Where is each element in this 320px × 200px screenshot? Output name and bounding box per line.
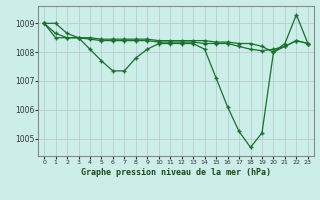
X-axis label: Graphe pression niveau de la mer (hPa): Graphe pression niveau de la mer (hPa) (81, 168, 271, 177)
